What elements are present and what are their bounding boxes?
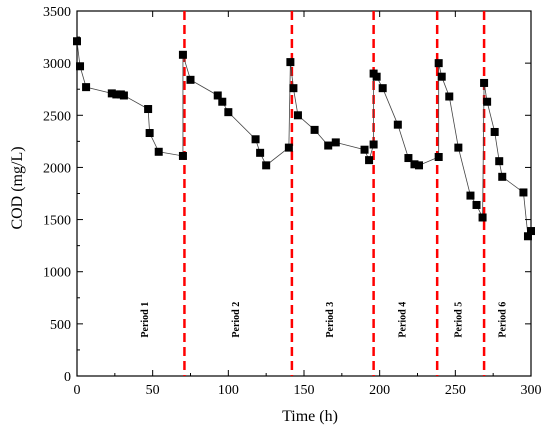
data-point: [289, 84, 298, 93]
x-tick-label: 100: [218, 383, 239, 398]
data-point: [498, 172, 507, 181]
x-tick-label: 0: [74, 383, 81, 398]
data-point: [145, 129, 154, 138]
data-point: [310, 125, 319, 134]
data-point: [490, 127, 499, 136]
period-label: Period 4: [397, 302, 408, 338]
x-axis: 0 50 100 150 200 250 300: [74, 11, 542, 398]
period-label: Period 5: [453, 302, 464, 338]
y-axis: 0 500 1000 1500 2000 2500 3000 3500: [43, 5, 531, 385]
data-point: [434, 59, 443, 68]
x-tick-label: 200: [369, 383, 390, 398]
data-point: [224, 108, 233, 117]
data-point: [434, 153, 443, 161]
data-point: [107, 89, 116, 98]
series-line: [76, 41, 532, 238]
data-point: [331, 138, 340, 147]
data-point: [369, 140, 378, 149]
data-point: [178, 50, 187, 59]
data-point: [495, 157, 504, 166]
x-tick-label: 250: [445, 383, 466, 398]
data-point: [404, 154, 413, 163]
data-point: [360, 145, 369, 154]
data-point: [483, 97, 492, 106]
data-point: [393, 120, 402, 129]
data-point: [218, 97, 227, 106]
y-tick-label: 2500: [43, 109, 71, 124]
data-point: [186, 75, 195, 84]
y-tick-label: 0: [64, 370, 71, 385]
data-point: [178, 151, 187, 160]
data-point: [286, 58, 295, 67]
y-tick-label: 1000: [43, 266, 71, 281]
data-line: [76, 41, 532, 238]
data-point: [144, 105, 153, 114]
data-point: [365, 156, 374, 165]
period-labels: Period 1 Period 2 Period 3 Period 4 Period 5…: [140, 302, 508, 338]
data-point: [284, 143, 293, 152]
data-point: [213, 91, 222, 100]
x-tick-label: 300: [521, 383, 542, 398]
data-point: [251, 135, 260, 144]
y-tick-label: 2000: [43, 161, 71, 176]
data-point: [262, 161, 271, 170]
data-point: [466, 191, 475, 200]
data-point: [293, 111, 302, 120]
data-point: [112, 90, 121, 99]
y-tick-label: 1500: [43, 214, 71, 229]
data-point: [478, 213, 487, 222]
period-label: Period 3: [325, 302, 336, 338]
data-point: [445, 92, 454, 101]
data-point: [480, 78, 489, 87]
data-point: [324, 141, 333, 150]
data-point: [415, 161, 424, 170]
data-point: [154, 147, 163, 156]
x-tick-label: 150: [294, 383, 315, 398]
data-point: [454, 143, 463, 152]
data-point: [256, 148, 265, 157]
period-label: Period 1: [140, 302, 151, 338]
data-point: [437, 72, 446, 81]
data-point: [378, 84, 387, 93]
y-tick-label: 3500: [43, 5, 71, 20]
data-point: [519, 188, 528, 197]
data-point: [410, 160, 419, 169]
x-tick-label: 50: [146, 383, 160, 398]
data-point: [73, 37, 81, 46]
data-point: [119, 91, 128, 100]
x-axis-title: Time (h): [282, 408, 338, 425]
data-point: [472, 200, 481, 209]
data-point: [523, 232, 532, 241]
data-point: [372, 72, 381, 81]
data-points: [73, 37, 535, 241]
data-point: [527, 227, 535, 236]
period-label: Period 6: [497, 302, 508, 338]
y-tick-label: 500: [50, 318, 71, 333]
y-axis-title: COD (mg/L): [9, 146, 26, 229]
data-point: [82, 83, 91, 92]
y-tick-label: 3000: [43, 57, 71, 72]
data-point: [76, 62, 85, 71]
period-label: Period 2: [231, 302, 242, 338]
